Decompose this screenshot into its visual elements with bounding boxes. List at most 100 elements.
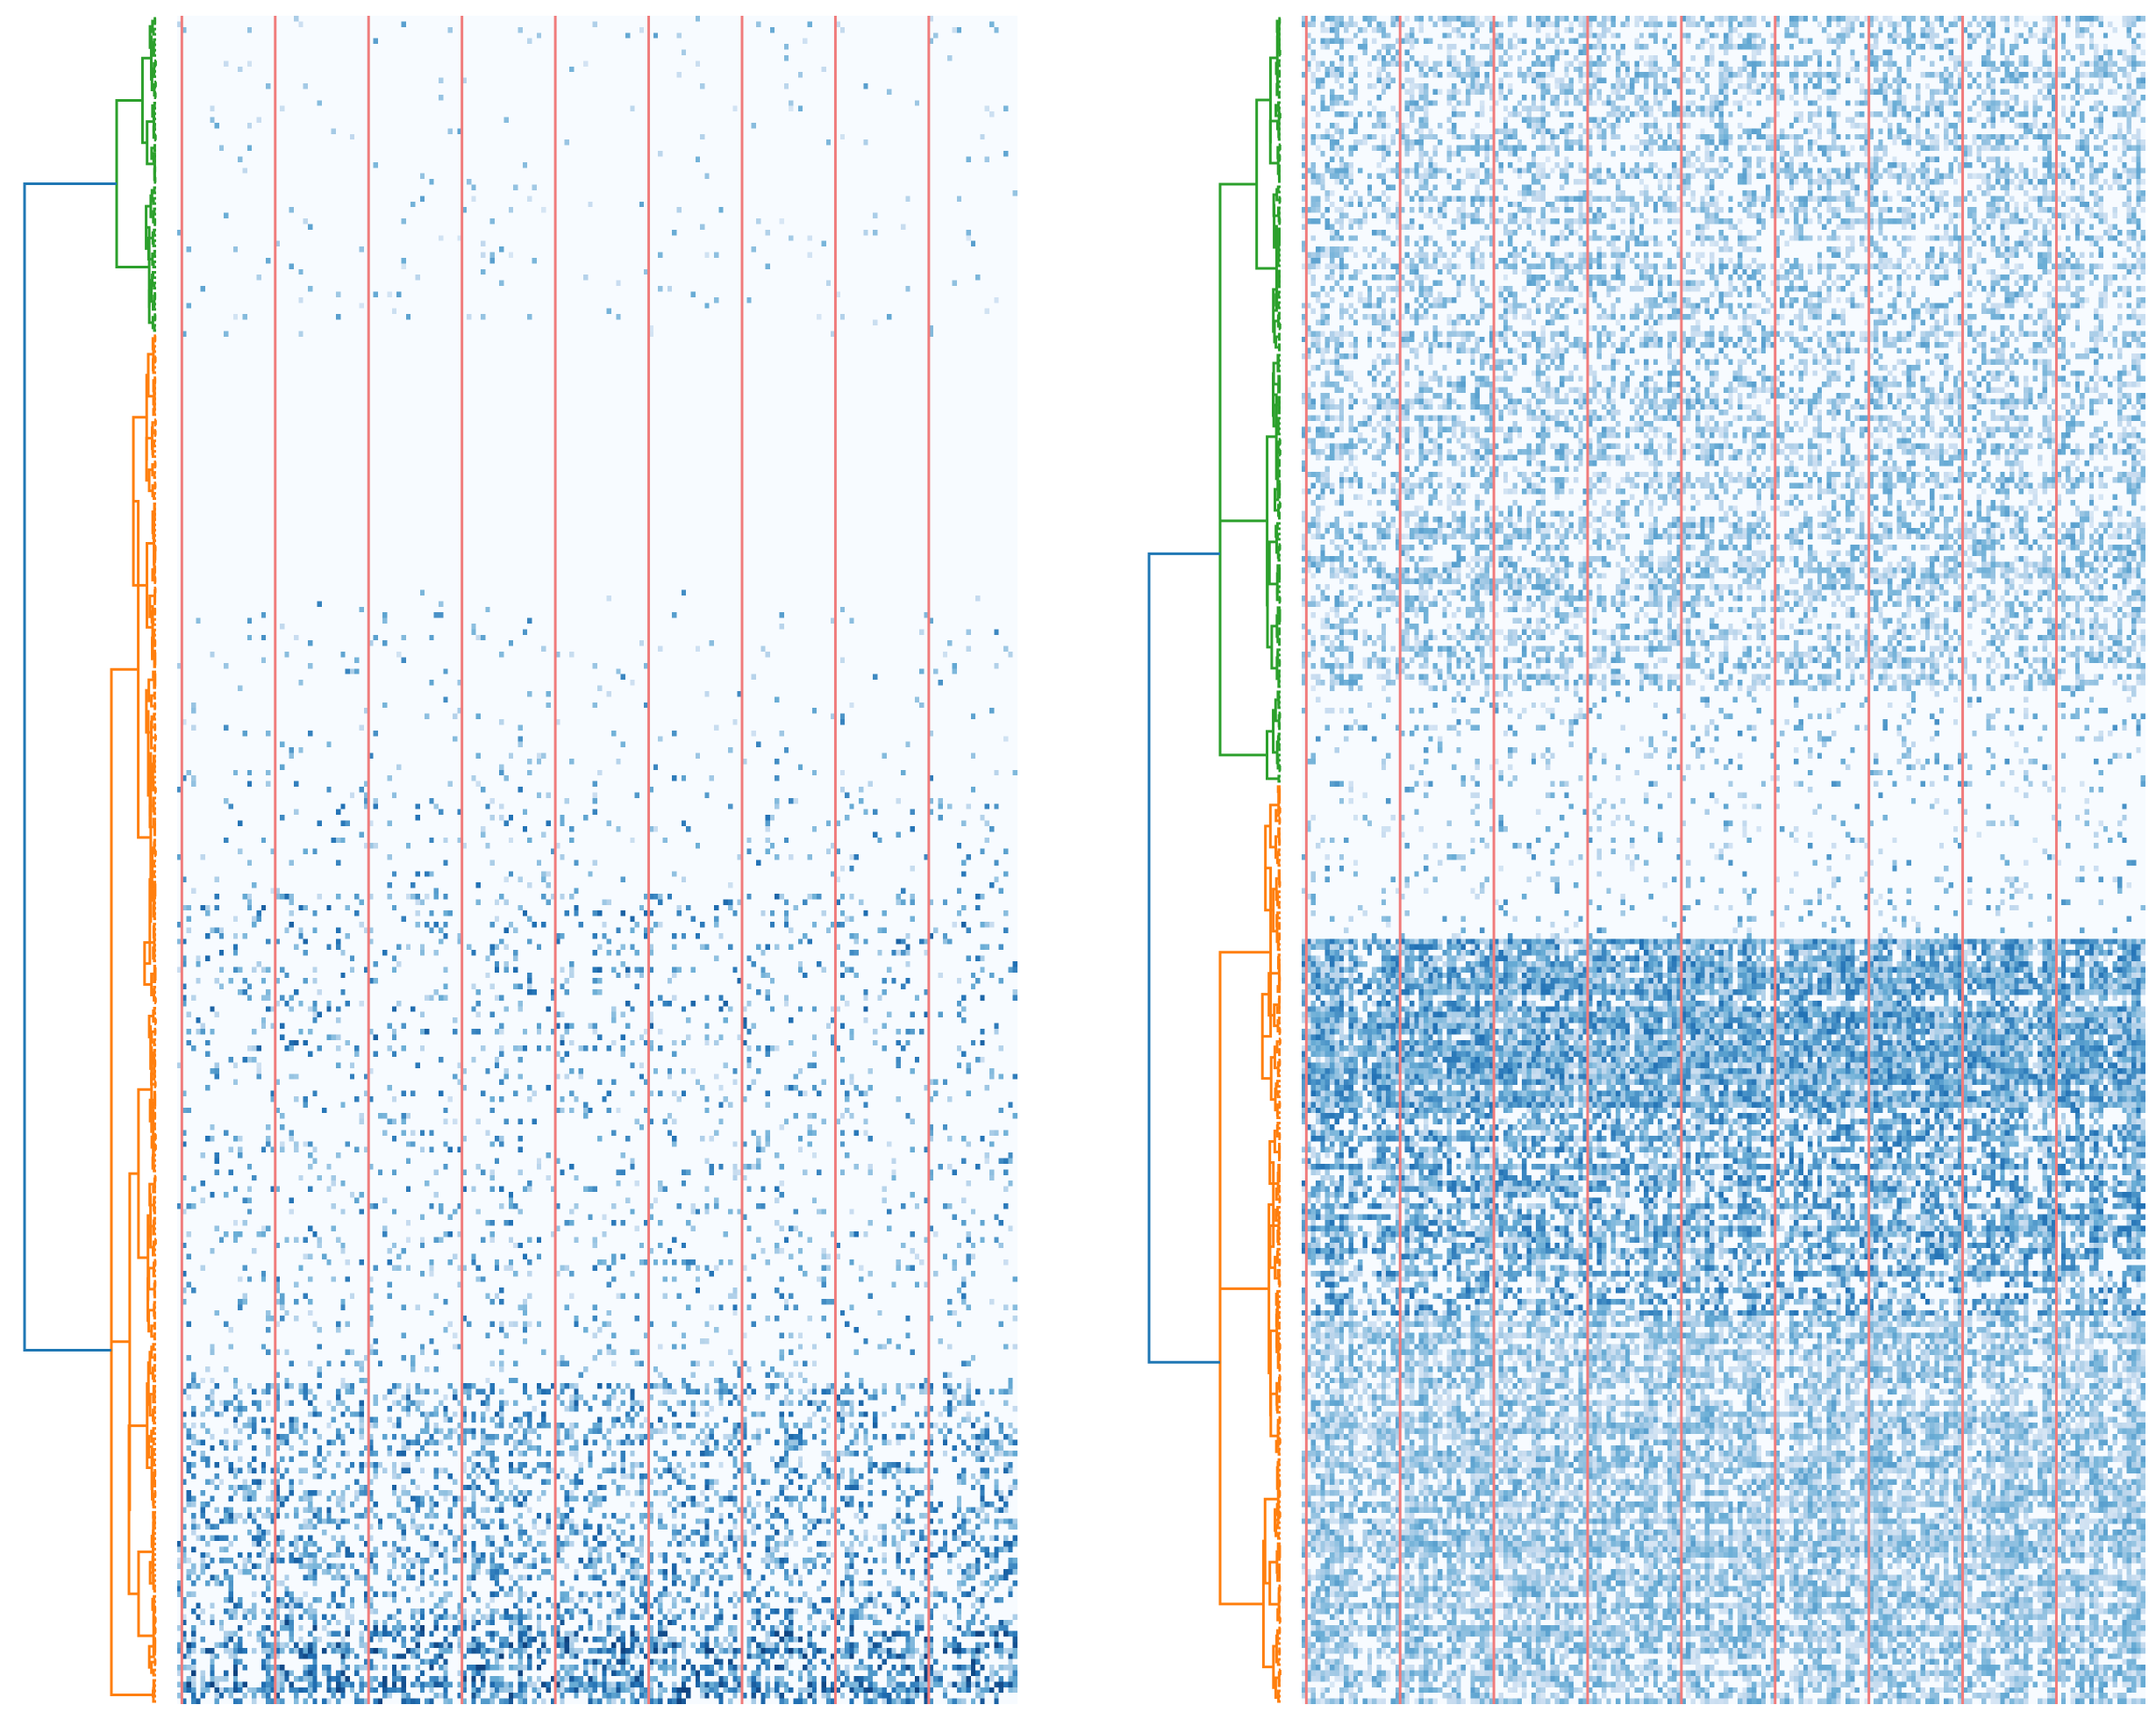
dendrogram-link [1268,56,1278,144]
dendrogram-link [1275,188,1281,202]
dendrogram-link [153,1332,156,1341]
dendrogram-link [1278,69,1281,78]
dendrogram-link [1277,343,1281,352]
dendrogram-link [1277,1271,1281,1285]
dendrogram-link [152,1576,155,1590]
dendrogram-link [1273,225,1278,312]
dendrogram-link [1278,1616,1281,1624]
dendrogram-cluster-2 [110,334,157,1703]
dendrogram-link [1275,1550,1280,1574]
dendrogram-link [1277,859,1281,867]
dendrogram-link [1278,17,1281,25]
dendrogram-link [153,82,156,96]
dendrogram-link [152,492,156,501]
dendrogram-link [1277,301,1281,310]
dendrogram-link [151,19,155,33]
dendrogram-link [153,1374,156,1383]
dendrogram-link [1278,817,1281,825]
dendrogram-link [1272,193,1280,218]
dendrogram-link [1277,503,1281,517]
dendrogram-link [152,860,156,868]
dendrogram-link [153,1584,156,1593]
dendrogram-link [110,1005,153,1697]
dendrogram-link [132,416,147,587]
dendrogram-link [1276,1658,1281,1666]
dendrogram-link [153,17,157,25]
dendrogram-link [153,1016,157,1025]
dendrogram-link [128,1172,139,1511]
dendrogram-link [149,1193,153,1238]
dendrogram-link [1277,1016,1281,1025]
dendrogram-link [1276,1521,1281,1530]
dendrogram-link [1278,1647,1281,1656]
dendrogram-link [1272,361,1280,386]
dendrogram-link [1266,730,1279,781]
dendrogram-link [1274,1476,1280,1522]
dendrogram-link [152,27,156,36]
dendrogram-link [152,1343,156,1352]
dendrogram-link [153,1303,156,1317]
dendrogram-link [1277,1447,1281,1456]
dendrogram-link [153,313,157,322]
dendrogram-link [133,500,151,839]
dendrogram-link [147,1644,155,1669]
dendrogram-link [148,752,153,924]
dendrogram-link [1274,1255,1280,1280]
dendrogram-link [1278,1437,1281,1445]
dendrogram-link [1276,546,1281,560]
dendrogram-link [1278,543,1281,552]
dendrogram-link [1275,793,1281,817]
dendrogram-link [153,1048,156,1057]
dendrogram-link [153,1471,156,1485]
dendrogram-link [153,1238,157,1246]
dendrogram-link [1277,90,1281,99]
dendrogram-link [153,757,156,771]
dendrogram-link [149,194,153,218]
dendrogram-link [153,1111,157,1120]
dendrogram-link [153,355,157,364]
dendrogram-link [1277,235,1281,260]
heatmap-left [177,16,1017,1704]
dendrogram-link [1275,1080,1281,1088]
dendrogram-link [1278,1132,1281,1141]
dendrogram-link [110,667,139,1344]
dendrogram-link [150,426,153,451]
dendrogram-link [152,1500,156,1509]
dendrogram-link [153,1605,157,1614]
dendrogram-link [153,723,157,731]
dendrogram-link [1261,1539,1274,1669]
dendrogram-link [1273,1003,1280,1028]
dendrogram-link [1277,290,1281,299]
dendrogram-link [1276,532,1281,541]
dendrogram-link [1277,774,1281,783]
dendrogram-link [153,1164,156,1173]
dendrogram-link [153,841,156,855]
dendrogram-link [1275,1308,1279,1353]
dendrogram-link [1277,272,1281,286]
dendrogram-link [1278,377,1281,391]
dendrogram-link [153,59,157,68]
dendrogram-link [1275,851,1279,865]
dendrogram-link [146,1361,151,1407]
dendrogram-link [153,691,156,700]
dendrogram-link [1278,638,1281,646]
dendrogram-link [153,282,156,290]
dendrogram-link [153,228,156,237]
dendrogram-link [145,374,149,461]
dendrogram-link [153,186,156,195]
dendrogram-link [153,931,156,955]
dendrogram-link [1277,1531,1281,1540]
dendrogram-link [1277,1692,1281,1703]
dendrogram-link [152,1219,155,1233]
dendrogram-link [1278,1101,1281,1109]
dendrogram-link [1275,19,1280,33]
dendrogram-link [146,225,151,309]
dendrogram-link [1278,764,1281,773]
dendrogram-link [1218,352,1267,757]
dendrogram-link [1278,596,1281,604]
dendrogram-link [153,471,156,480]
dendrogram-link [153,744,157,753]
dendrogram-link [146,541,154,629]
dendrogram-link [1277,961,1281,986]
